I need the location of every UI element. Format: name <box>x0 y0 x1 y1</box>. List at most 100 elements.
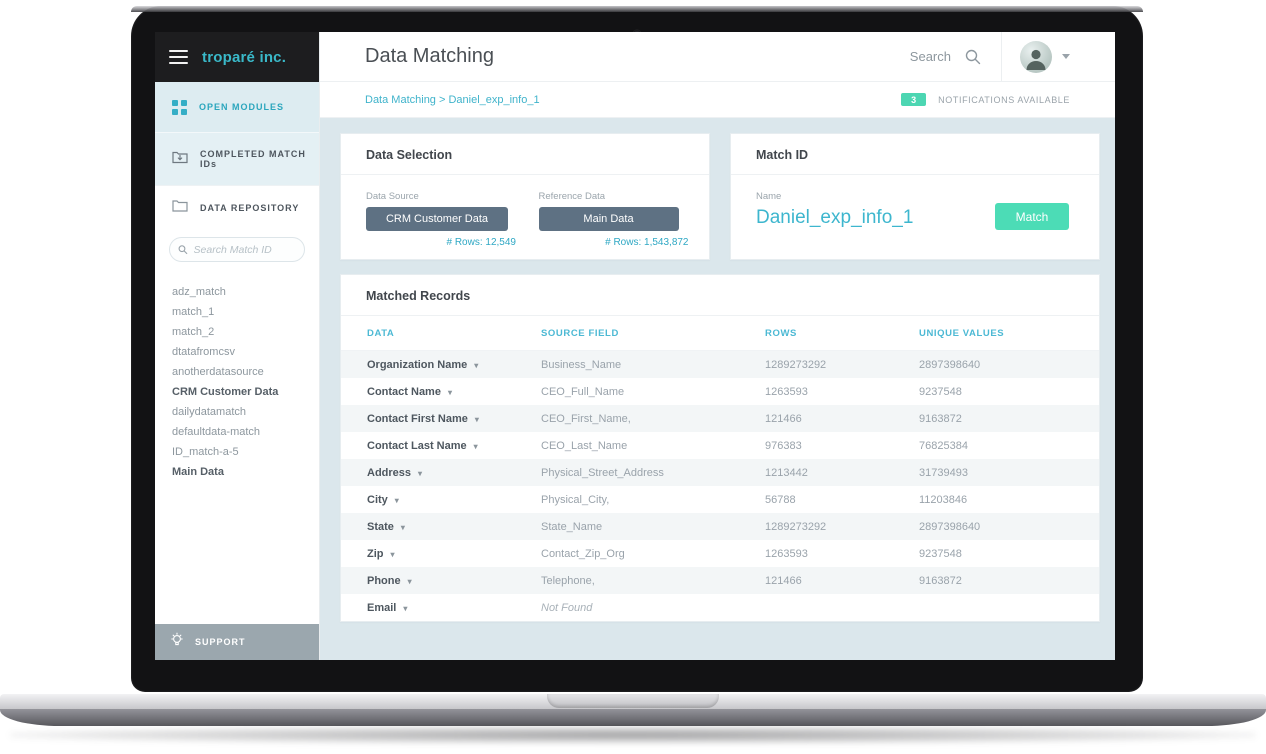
row-unique-values: 11203846 <box>919 493 968 506</box>
modules-grid-icon <box>172 99 187 115</box>
row-unique-values: 9237548 <box>919 547 962 560</box>
chevron-down-icon[interactable]: ▾ <box>407 576 412 586</box>
match-button[interactable]: Match <box>995 203 1069 230</box>
row-source-field: CEO_Last_Name <box>541 439 628 452</box>
match-id-search-input[interactable] <box>193 243 296 256</box>
row-data-field[interactable]: Contact Last Name ▾ <box>341 440 541 452</box>
sidebar-match-id-item[interactable]: dailydatamatch <box>172 406 246 418</box>
row-data-field[interactable]: Address ▾ <box>341 467 541 479</box>
row-source-field: Contact_Zip_Org <box>541 547 625 560</box>
chevron-down-icon[interactable]: ▾ <box>418 468 423 478</box>
row-unique-values: 2897398640 <box>919 358 981 371</box>
header-divider <box>1001 32 1002 81</box>
column-header-source-field[interactable]: SOURCE FIELD <box>541 327 619 339</box>
chevron-down-icon[interactable] <box>1062 54 1070 59</box>
sidebar-match-id-item[interactable]: anotherdatasource <box>172 366 264 378</box>
row-data-label: Address <box>367 466 412 479</box>
hamburger-menu-icon[interactable] <box>169 50 188 64</box>
sidebar-match-id-item[interactable]: adz_match <box>172 286 226 298</box>
chevron-down-icon[interactable]: ▾ <box>447 387 452 397</box>
table-row: Phone ▾ Telephone, 121466 9163872 <box>341 567 1099 594</box>
breadcrumb-bar: Data Matching > Daniel_exp_info_1 3 NOTI… <box>320 82 1115 118</box>
row-rows-value: 1289273292 <box>765 358 827 371</box>
breadcrumb[interactable]: Data Matching > Daniel_exp_info_1 <box>365 93 540 106</box>
table-row: City ▾ Physical_City, 56788 11203846 <box>341 486 1099 513</box>
sidebar-item-label: COMPLETED MATCH IDs <box>200 149 306 169</box>
chevron-down-icon[interactable]: ▾ <box>390 549 395 559</box>
data-source-row-count: # Rows: 12,549 <box>446 237 517 248</box>
page-title: Data Matching <box>365 45 494 67</box>
row-source-field: CEO_First_Name, <box>541 412 631 425</box>
row-rows-value: 1263593 <box>765 385 808 398</box>
laptop-screen-bezel: troparé inc. OPEN MODULES COMPLETED MATC… <box>131 6 1143 692</box>
row-data-field[interactable]: State ▾ <box>341 521 541 533</box>
match-name-label: Name <box>756 191 782 202</box>
match-id-search[interactable] <box>169 237 305 262</box>
row-unique-values: 9163872 <box>919 574 962 587</box>
avatar[interactable] <box>1020 40 1052 73</box>
row-data-field[interactable]: Zip ▾ <box>341 548 541 560</box>
reference-data-row-count: # Rows: 1,543,872 <box>605 237 689 248</box>
chevron-down-icon[interactable]: ▾ <box>403 603 408 613</box>
match-id-panel: Match ID Name Daniel_exp_info_1 Match <box>730 133 1100 260</box>
row-data-field[interactable]: City ▾ <box>341 494 541 506</box>
reference-data-chip[interactable]: Main Data <box>538 207 679 231</box>
chevron-down-icon[interactable]: ▾ <box>474 414 479 424</box>
support-label: SUPPORT <box>195 637 246 647</box>
row-data-label: Phone <box>367 574 401 587</box>
row-rows-value: 976383 <box>765 439 802 452</box>
table-row: Organization Name ▾ Business_Name 128927329… <box>341 351 1099 378</box>
search-icon[interactable] <box>965 49 981 65</box>
row-rows-value: 121466 <box>765 574 802 587</box>
sidebar-item-support[interactable]: SUPPORT <box>155 624 319 660</box>
column-header-rows[interactable]: ROWS <box>765 327 797 339</box>
row-data-field[interactable]: Contact First Name ▾ <box>341 413 541 425</box>
row-data-field[interactable]: Contact Name ▾ <box>341 386 541 398</box>
chevron-down-icon[interactable]: ▾ <box>394 495 399 505</box>
data-source-chip[interactable]: CRM Customer Data <box>366 207 508 231</box>
sidebar-match-id-item[interactable]: dtatafromcsv <box>172 346 235 358</box>
row-data-label: Organization Name <box>367 358 468 371</box>
sidebar-item-open-modules[interactable]: OPEN MODULES <box>155 82 319 132</box>
row-source-field: Business_Name <box>541 358 622 371</box>
row-source-field: CEO_Full_Name <box>541 385 625 398</box>
sidebar-match-id-item[interactable]: ID_match-a-5 <box>172 446 239 458</box>
sidebar-match-id-item[interactable]: Main Data <box>172 466 224 478</box>
row-unique-values: 9163872 <box>919 412 962 425</box>
column-header-data[interactable]: DATA <box>367 327 395 339</box>
chevron-down-icon[interactable]: ▾ <box>473 441 478 451</box>
panel-title: Matched Records <box>341 275 1099 316</box>
sidebar-match-id-item[interactable]: match_1 <box>172 306 215 318</box>
row-data-field[interactable]: Phone ▾ <box>341 575 541 587</box>
row-data-field[interactable]: Email ▾ <box>341 602 541 614</box>
row-data-label: Contact Name <box>367 385 441 398</box>
row-rows-value: 56788 <box>765 493 796 506</box>
row-source-field: State_Name <box>541 520 603 533</box>
sidebar-item-label: DATA REPOSITORY <box>200 202 300 213</box>
sidebar-item-label: OPEN MODULES <box>199 102 285 112</box>
notifications[interactable]: 3 NOTIFICATIONS AVAILABLE <box>901 93 1070 106</box>
row-rows-value: 1213442 <box>765 466 808 479</box>
sidebar-match-id-item[interactable]: defaultdata-match <box>172 426 261 438</box>
row-data-field[interactable]: Organization Name ▾ <box>341 359 541 371</box>
header-search-label[interactable]: Search <box>909 49 951 64</box>
sidebar-item-completed-match-ids[interactable]: COMPLETED MATCH IDs <box>155 132 319 185</box>
row-rows-value: 1263593 <box>765 547 808 560</box>
column-header-unique-values[interactable]: UNIQUE VALUES <box>919 327 1005 339</box>
table-row: Address ▾ Physical_Street_Address 1213442 31… <box>341 459 1099 486</box>
row-unique-values: 2897398640 <box>919 520 981 533</box>
laptop-notch <box>547 694 719 708</box>
sidebar-match-id-item[interactable]: match_2 <box>172 326 215 338</box>
laptop-base <box>0 694 1266 726</box>
laptop-lid-edge <box>131 6 1143 12</box>
content-area: Data Selection Data Source CRM Customer … <box>320 118 1115 660</box>
table-header: DATA SOURCE FIELD ROWS UNIQUE VALUES <box>341 316 1099 351</box>
notification-label: NOTIFICATIONS AVAILABLE <box>938 94 1070 105</box>
sidebar-item-data-repository[interactable]: DATA REPOSITORY <box>155 185 319 229</box>
sidebar-match-id-item[interactable]: CRM Customer Data <box>172 386 279 398</box>
chevron-down-icon[interactable]: ▾ <box>400 522 405 532</box>
table-row: Zip ▾ Contact_Zip_Org 1263593 9237548 <box>341 540 1099 567</box>
table-row: Contact Last Name ▾ CEO_Last_Name 976383 768… <box>341 432 1099 459</box>
chevron-down-icon[interactable]: ▾ <box>474 360 479 370</box>
row-unique-values: 9237548 <box>919 385 962 398</box>
